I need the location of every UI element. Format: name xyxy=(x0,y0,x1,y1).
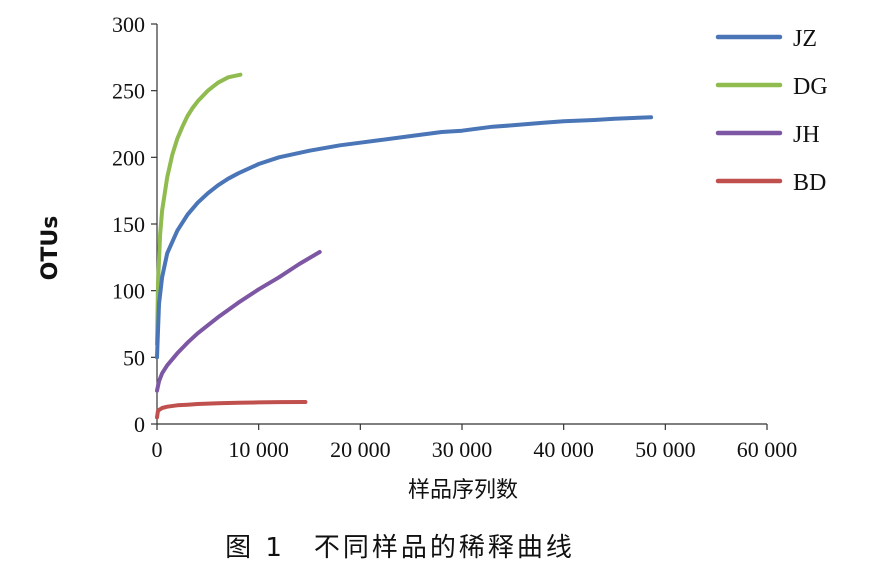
y-tick-label: 250 xyxy=(112,79,145,104)
series-line-jz xyxy=(155,115,654,360)
y-tick-label: 50 xyxy=(123,345,145,370)
x-tick-label: 20 000 xyxy=(330,437,391,462)
y-tick-label: 150 xyxy=(112,212,145,237)
y-tick-label: 200 xyxy=(112,145,145,170)
x-tick-label: 60 000 xyxy=(737,437,798,462)
y-tick-label: 0 xyxy=(134,412,145,437)
x-tick-label: 40 000 xyxy=(533,437,594,462)
x-tick-label: 0 xyxy=(152,437,163,462)
x-tick-label: 30 000 xyxy=(432,437,493,462)
x-axis-label: 样品序列数 xyxy=(408,478,518,503)
x-tick-label: 10 000 xyxy=(228,437,289,462)
series-line-jh xyxy=(155,250,322,393)
x-tick-label: 50 000 xyxy=(635,437,696,462)
y-tick-label: 300 xyxy=(112,12,145,37)
series-line-bd xyxy=(155,400,308,420)
figure-caption: 图 1 不同样品的稀释曲线 xyxy=(225,533,575,563)
y-axis-label: OTUs xyxy=(38,216,63,281)
legend-label-jh: JH xyxy=(793,122,820,148)
y-tick-label: 100 xyxy=(112,279,145,304)
legend-label-bd: BD xyxy=(793,170,826,196)
legend-label-jz: JZ xyxy=(793,26,817,52)
legend-label-dg: DG xyxy=(793,74,828,100)
series-line-dg xyxy=(155,72,243,346)
